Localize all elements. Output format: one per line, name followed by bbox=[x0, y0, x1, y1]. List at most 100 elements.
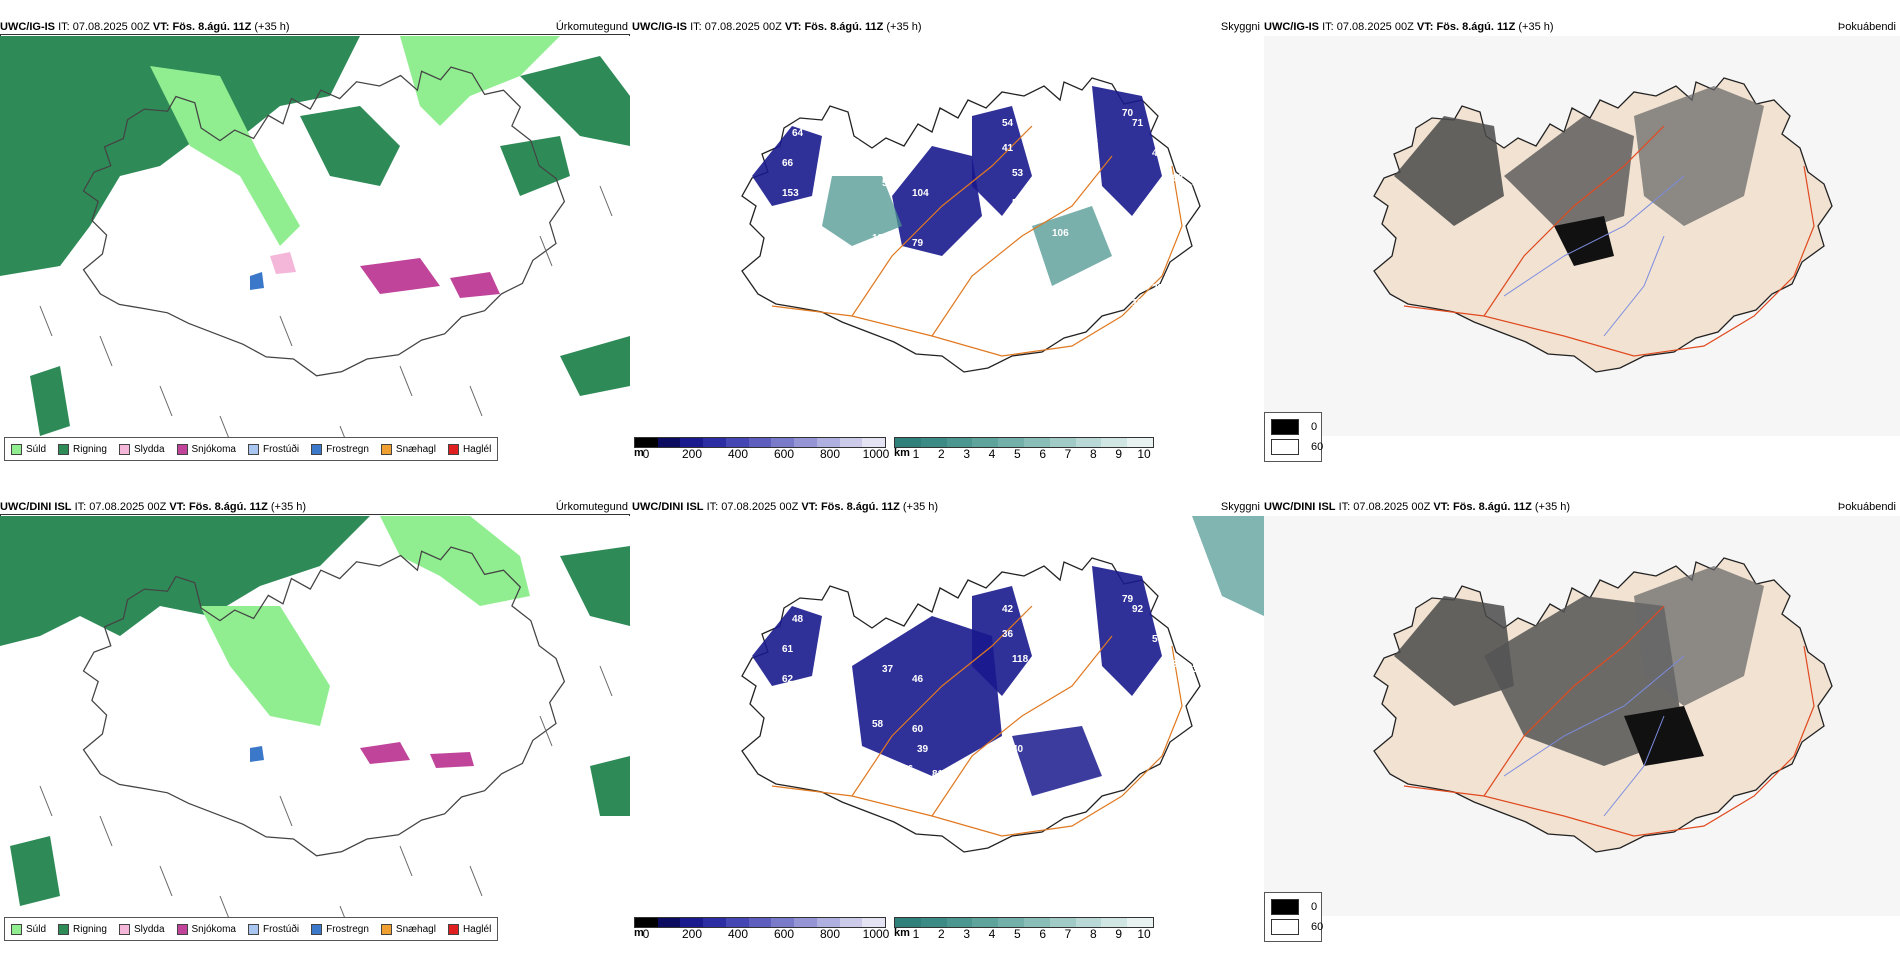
visibility-value-label: 46 bbox=[912, 674, 924, 685]
colorbar-tick-label: 0 bbox=[642, 447, 650, 461]
visibility-value-label: 49 bbox=[882, 293, 894, 304]
colorbar-tick-label: 800 bbox=[819, 927, 841, 941]
legend-item-snow: Snjókoma bbox=[176, 443, 236, 455]
model-name: UWC/DINI ISL bbox=[632, 501, 704, 513]
visibility-value-label: 82 bbox=[882, 779, 894, 790]
visibility-value-label: 58 bbox=[782, 699, 794, 710]
snow-area bbox=[450, 272, 500, 298]
low-visibility-area bbox=[1032, 206, 1112, 286]
legend-item-snow-pellets: Snæhagl bbox=[380, 923, 436, 935]
visibility-value-label: 66 bbox=[782, 158, 794, 169]
visibility-value-label: 138 bbox=[872, 233, 889, 244]
colorbar-cell bbox=[998, 438, 1024, 447]
visibility-value-label: 107 bbox=[1132, 238, 1149, 249]
visibility-value-label: 81 bbox=[932, 769, 944, 780]
visibility-title: Skyggni bbox=[1220, 501, 1260, 513]
precip-panel-row1: UWC/IG-IS IT: 07.08.2025 00Z VT: Fös. 8.… bbox=[0, 18, 632, 483]
low-cloud-area bbox=[972, 586, 1032, 696]
rain-area bbox=[560, 546, 630, 626]
visibility-value-label: 84 bbox=[1202, 689, 1214, 700]
visibility-value-label: 72 bbox=[1162, 78, 1174, 89]
fog-map[interactable] bbox=[1264, 516, 1900, 916]
lead-time: (+35 h) bbox=[1518, 21, 1554, 33]
colorbar-unit: km bbox=[894, 927, 910, 939]
colorbar-cell bbox=[635, 438, 658, 447]
visibility-value-label: 79 bbox=[912, 238, 924, 249]
fog-area bbox=[1504, 116, 1634, 236]
rain-area bbox=[560, 336, 630, 396]
lead-time: (+35 h) bbox=[886, 21, 922, 33]
model-name: UWC/IG-IS bbox=[0, 21, 55, 33]
visibility-value-label: 89 bbox=[932, 283, 944, 294]
vt-value: Fös. 8.ágú. 11Z bbox=[1452, 501, 1532, 513]
colorbar-cell bbox=[771, 918, 795, 927]
colorbar-tick-label: 5 bbox=[1013, 447, 1021, 461]
fog-legend-swatch bbox=[1271, 919, 1299, 935]
low-cloud-area bbox=[1092, 566, 1162, 696]
colorbar-tick-label: 5 bbox=[1013, 927, 1021, 941]
snow-area bbox=[430, 752, 474, 768]
visibility-panel-row1: UWC/IG-IS IT: 07.08.2025 00Z VT: Fös. 8.… bbox=[632, 18, 1264, 483]
visibility-value-label: 43 bbox=[762, 574, 774, 585]
visibility-value-label: 83 bbox=[1132, 724, 1144, 735]
colorbar-cell bbox=[1101, 438, 1128, 447]
visibility-value-label: 64 bbox=[792, 128, 804, 139]
model-name: UWC/IG-IS bbox=[1264, 21, 1319, 33]
visibility-map[interactable]: 103 60 43 48 68 61 125 62 58 68 48 42 62 49 37 46 58 60 39… bbox=[632, 516, 1264, 916]
colorbar-tick-label: 8 bbox=[1089, 447, 1097, 461]
visibility-colorbar: km 1 2 3 4 5 6 7 8 9 10 bbox=[894, 437, 1154, 463]
fog-area bbox=[1624, 706, 1704, 766]
vt-value: Fös. 8.ágú. 11Z bbox=[188, 501, 268, 513]
colorbar-tick-label: 600 bbox=[773, 927, 795, 941]
colorbar-cell bbox=[725, 438, 749, 447]
colorbar-tick-label: 4 bbox=[988, 927, 996, 941]
colorbar-tick-label: 7 bbox=[1064, 447, 1072, 461]
colorbar-cell bbox=[972, 918, 999, 927]
fog-panel-row2: UWC/DINI ISL IT: 07.08.2025 00Z VT: Fös.… bbox=[1264, 498, 1900, 963]
visibility-title: Skyggni bbox=[1220, 21, 1260, 33]
rain-area bbox=[520, 56, 630, 146]
colorbar-tick-label: 10 bbox=[1137, 447, 1151, 461]
visibility-value-label: 55 bbox=[847, 163, 859, 174]
fog-legend-row2: 0 60 bbox=[1264, 892, 1323, 942]
colorbar-cell bbox=[839, 918, 863, 927]
visibility-value-label: 58 bbox=[872, 719, 884, 730]
low-cloud-area bbox=[752, 126, 822, 206]
visibility-value-label: 17 bbox=[720, 168, 732, 179]
precip-map[interactable] bbox=[0, 36, 630, 480]
visibility-map[interactable]: 87 59 39 64 54 66 17 153 99 138 33 58 107 55 57 104 138 7… bbox=[632, 36, 1264, 436]
precip-map[interactable] bbox=[0, 516, 630, 960]
visibility-value-label: 87 bbox=[752, 68, 764, 79]
fog-legend-swatch bbox=[1271, 899, 1299, 915]
visibility-value-label: 49 bbox=[1012, 684, 1024, 695]
colorbar-tick-label: 4 bbox=[988, 447, 996, 461]
colorbar-cell bbox=[1101, 918, 1128, 927]
colorbar-cell bbox=[680, 438, 704, 447]
visibility-value-label: 79 bbox=[1122, 594, 1134, 605]
fog-map[interactable] bbox=[1264, 36, 1900, 436]
visibility-value-label: 125 bbox=[720, 654, 737, 665]
visibility-value-label: 153 bbox=[782, 188, 799, 199]
visibility-value-label: 61 bbox=[782, 644, 794, 655]
legend-item-drizzle: Súld bbox=[11, 923, 46, 935]
colorbar-cell bbox=[794, 438, 817, 447]
snow-area bbox=[360, 258, 440, 294]
lead-time: (+35 h) bbox=[254, 21, 290, 33]
visibility-value-label: 62 bbox=[1172, 173, 1184, 184]
rain-area bbox=[500, 136, 570, 196]
it-label: IT: bbox=[706, 501, 719, 513]
visibility-value-label: 42 bbox=[1002, 604, 1014, 615]
road-network bbox=[1403, 125, 1815, 357]
colorbar-cell bbox=[725, 918, 749, 927]
colorbar-tick-label: 9 bbox=[1115, 447, 1122, 461]
legend-item-freezing-rain: Frostregn bbox=[311, 443, 369, 455]
visibility-value-label: 39 bbox=[762, 88, 774, 99]
colorbar-cell bbox=[657, 438, 681, 447]
panel-header: UWC/IG-IS IT: 07.08.2025 00Z VT: Fös. 8.… bbox=[1264, 18, 1900, 36]
visibility-value-label: 62 bbox=[842, 624, 854, 635]
colorbar-cell bbox=[748, 918, 772, 927]
colorbar-cell bbox=[1049, 438, 1076, 447]
visibility-value-label: 59 bbox=[1222, 243, 1234, 254]
low-cloud-area bbox=[752, 606, 822, 686]
visibility-value-label: 50 bbox=[1032, 694, 1044, 705]
